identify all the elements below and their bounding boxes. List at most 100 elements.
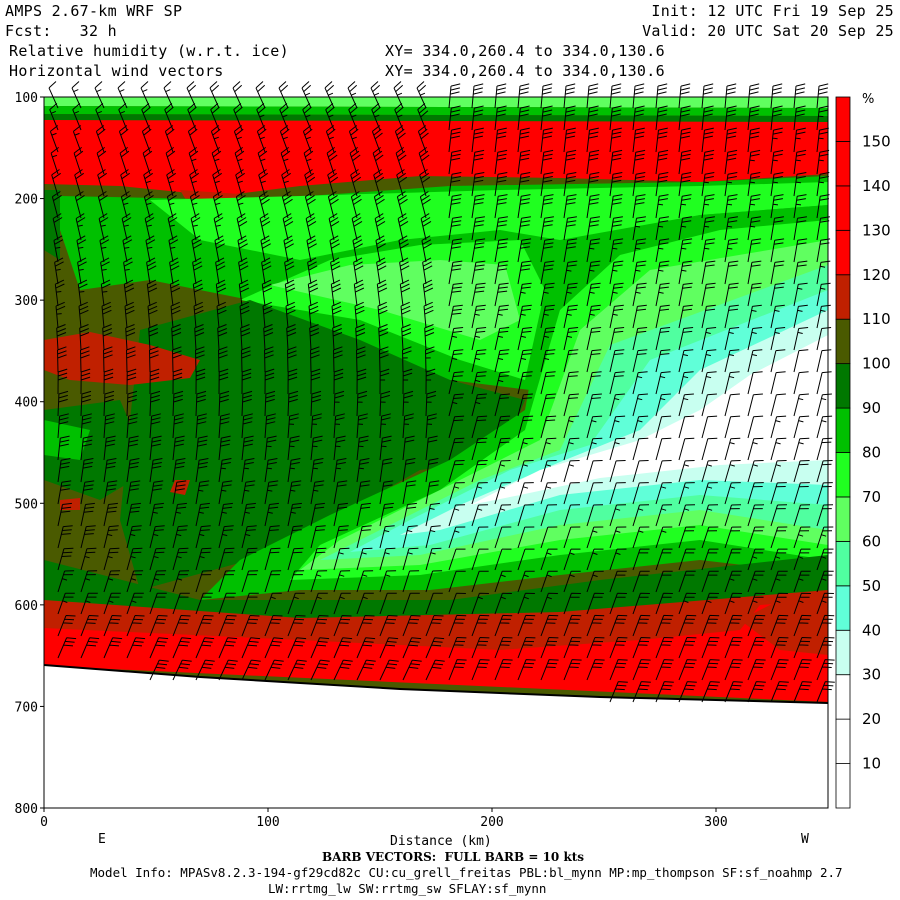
wind-barb — [793, 637, 812, 659]
wind-barb — [75, 213, 86, 241]
wind-barb — [678, 415, 695, 439]
wind-barb — [379, 659, 399, 681]
wind-barb — [816, 371, 832, 395]
wind-barb — [609, 172, 623, 197]
wind-barb — [586, 194, 600, 219]
wind-barb — [333, 547, 350, 571]
wind-barb — [310, 659, 330, 681]
wind-barb — [632, 149, 646, 175]
wind-barb — [632, 437, 649, 461]
wind-barb — [448, 548, 466, 571]
wind-barb — [701, 238, 716, 263]
wind-barb — [333, 413, 345, 439]
wind-barb — [448, 460, 465, 483]
wind-barb — [425, 390, 437, 417]
wind-barb — [195, 502, 210, 527]
wind-barb — [586, 327, 602, 351]
wind-barb — [816, 349, 832, 373]
wind-barb — [471, 127, 484, 153]
wind-barb — [517, 548, 535, 571]
wind-barb — [678, 327, 694, 351]
wind-barb — [195, 592, 213, 615]
wind-barb — [655, 371, 671, 395]
wind-barb — [678, 548, 696, 571]
wind-barb — [233, 125, 244, 153]
wind-barb — [172, 525, 188, 549]
wind-barb — [632, 637, 651, 659]
wind-barb — [166, 191, 177, 219]
wind-barb — [189, 191, 200, 219]
wind-barb — [816, 172, 830, 197]
colorbar-bin — [835, 274, 851, 320]
wind-barb — [448, 526, 466, 549]
wind-barb — [448, 238, 463, 263]
wind-barb — [303, 147, 314, 175]
wind-barb — [678, 460, 695, 483]
wind-barb — [51, 169, 61, 197]
wind-barb — [471, 327, 487, 351]
wind-barb — [425, 413, 437, 439]
wind-barb — [770, 637, 789, 659]
wind-barb — [724, 570, 742, 593]
wind-barb — [494, 260, 509, 285]
wind-barb — [471, 482, 488, 505]
barb-note: BARB VECTORS: FULL BARB = 10 kts — [322, 850, 585, 864]
wind-barb — [816, 149, 830, 175]
wind-barb — [632, 127, 645, 153]
wind-barb — [310, 592, 328, 615]
wind-barb — [701, 327, 717, 351]
wind-barb — [540, 526, 558, 549]
rh-region-30-40 — [400, 310, 828, 535]
wind-barb — [146, 257, 157, 285]
wind-barb — [149, 413, 161, 439]
wind-barb — [632, 282, 647, 307]
wind-barb — [632, 592, 650, 615]
wind-barb — [80, 637, 100, 659]
wind-barb — [218, 413, 230, 439]
wind-barb — [329, 235, 340, 263]
wind-barb — [80, 480, 95, 505]
wind-barb — [262, 301, 273, 329]
wind-barb — [517, 504, 535, 527]
wind-barb — [264, 525, 280, 549]
y-tick-label: 100 — [15, 91, 38, 106]
wind-barb — [655, 681, 674, 703]
wind-barb — [241, 413, 253, 439]
wind-barb — [373, 191, 385, 219]
wind-barb — [632, 260, 647, 285]
wind-barb — [57, 346, 67, 373]
wind-barb — [149, 346, 159, 373]
wind-barb — [143, 169, 153, 197]
wind-barb — [100, 257, 110, 285]
wind-barb — [57, 458, 71, 483]
wind-barb — [448, 127, 461, 153]
x-tick-label: 0 — [40, 815, 48, 830]
wind-barb — [120, 191, 131, 219]
wind-barb — [609, 637, 628, 659]
wind-barb — [448, 371, 464, 395]
wind-barb — [397, 213, 409, 241]
wind-barb — [586, 415, 603, 439]
wind-barb — [517, 614, 536, 637]
wind-barb — [632, 681, 651, 703]
wind-barb — [396, 169, 408, 197]
wind-barb — [241, 502, 256, 527]
wind-barb — [80, 592, 98, 615]
wind-barb — [218, 480, 233, 505]
wind-barb — [80, 570, 98, 593]
wind-barb — [563, 172, 577, 197]
wind-barb — [287, 592, 305, 615]
wind-barb — [471, 172, 485, 197]
wind-barb — [287, 368, 298, 395]
wind-barb — [540, 172, 554, 197]
wind-barb — [402, 615, 421, 637]
wind-barb — [167, 213, 178, 241]
wind-barb — [210, 125, 221, 153]
wind-barb — [214, 235, 225, 263]
wind-barb — [448, 216, 462, 241]
wind-barb — [211, 147, 222, 175]
wind-barb — [701, 282, 716, 307]
wind-barb — [147, 301, 158, 329]
wind-barb — [770, 681, 789, 703]
wind-barb — [257, 147, 268, 175]
